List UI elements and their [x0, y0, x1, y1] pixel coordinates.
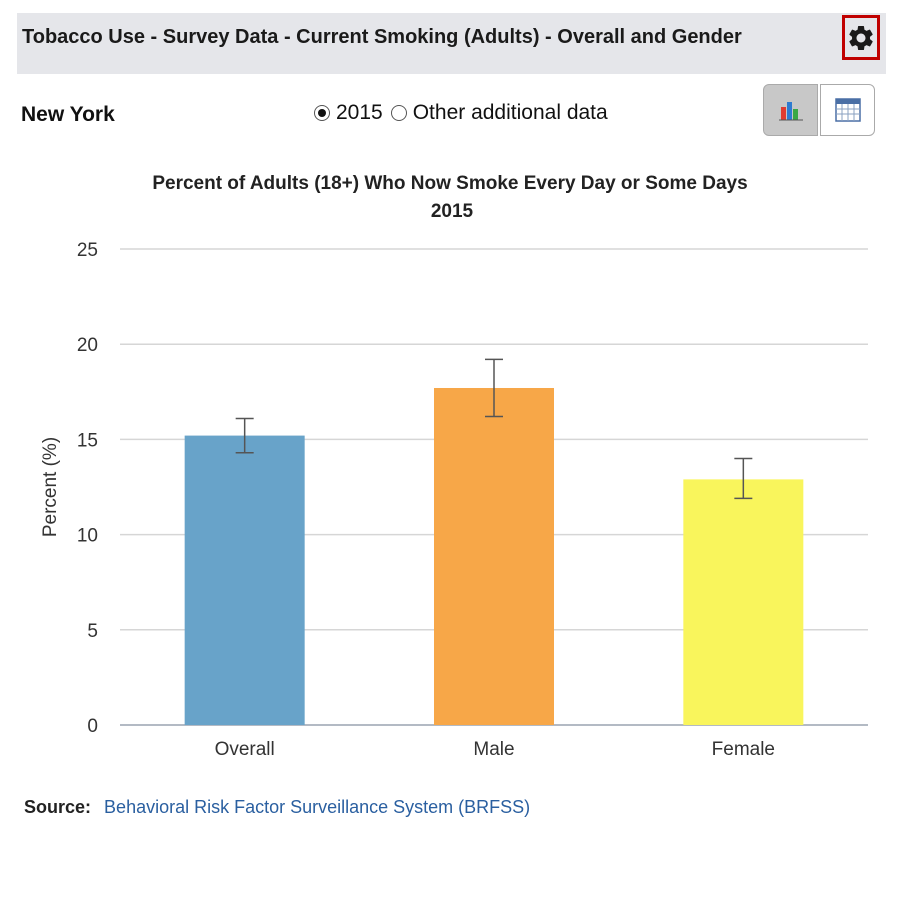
bar-male [434, 387, 554, 725]
table-icon [834, 98, 861, 122]
bar-chart: Percent of Adults (18+) Who Now Smoke Ev… [40, 173, 868, 760]
source-line: Source: Behavioral Risk Factor Surveilla… [24, 797, 530, 818]
page-title: Tobacco Use - Survey Data - Current Smok… [22, 26, 742, 48]
table-view-button[interactable] [820, 84, 875, 136]
y-axis-label: Percent (%) [40, 437, 61, 537]
y-tick-label: 0 [87, 716, 98, 737]
location-label: New York [21, 103, 115, 126]
bar-overall [184, 435, 305, 725]
radio-option-other[interactable]: Other additional data [390, 101, 608, 125]
y-tick-label: 10 [77, 526, 98, 547]
radio-button-selected[interactable] [314, 105, 330, 121]
radio-label-other: Other additional data [412, 101, 608, 124]
y-tick-label: 15 [77, 430, 98, 451]
chart-subtitle: 2015 [431, 201, 474, 222]
x-tick-label: Overall [215, 739, 275, 760]
source-link[interactable]: Behavioral Risk Factor Surveillance Syst… [104, 797, 531, 817]
year-radio-group: 2015 Other additional data [314, 101, 616, 125]
y-tick-label: 5 [87, 621, 98, 642]
chart-title: Percent of Adults (18+) Who Now Smoke Ev… [152, 173, 747, 194]
bar-chart-icon [778, 102, 803, 121]
y-tick-label: 25 [77, 240, 98, 261]
radio-button[interactable] [390, 105, 407, 121]
chart-view-button[interactable] [763, 84, 818, 136]
x-tick-label: Male [473, 739, 514, 760]
settings-button[interactable] [842, 15, 880, 60]
radio-label-2015: 2015 [336, 101, 383, 124]
header-bar: Tobacco Use - Survey Data - Current Smok… [17, 13, 886, 74]
source-label: Source: [24, 797, 92, 817]
y-tick-label: 20 [77, 335, 98, 356]
radio-option-2015[interactable]: 2015 [314, 101, 383, 125]
gear-icon [849, 25, 873, 50]
bar-female [683, 479, 804, 725]
x-tick-label: Female [712, 739, 775, 760]
